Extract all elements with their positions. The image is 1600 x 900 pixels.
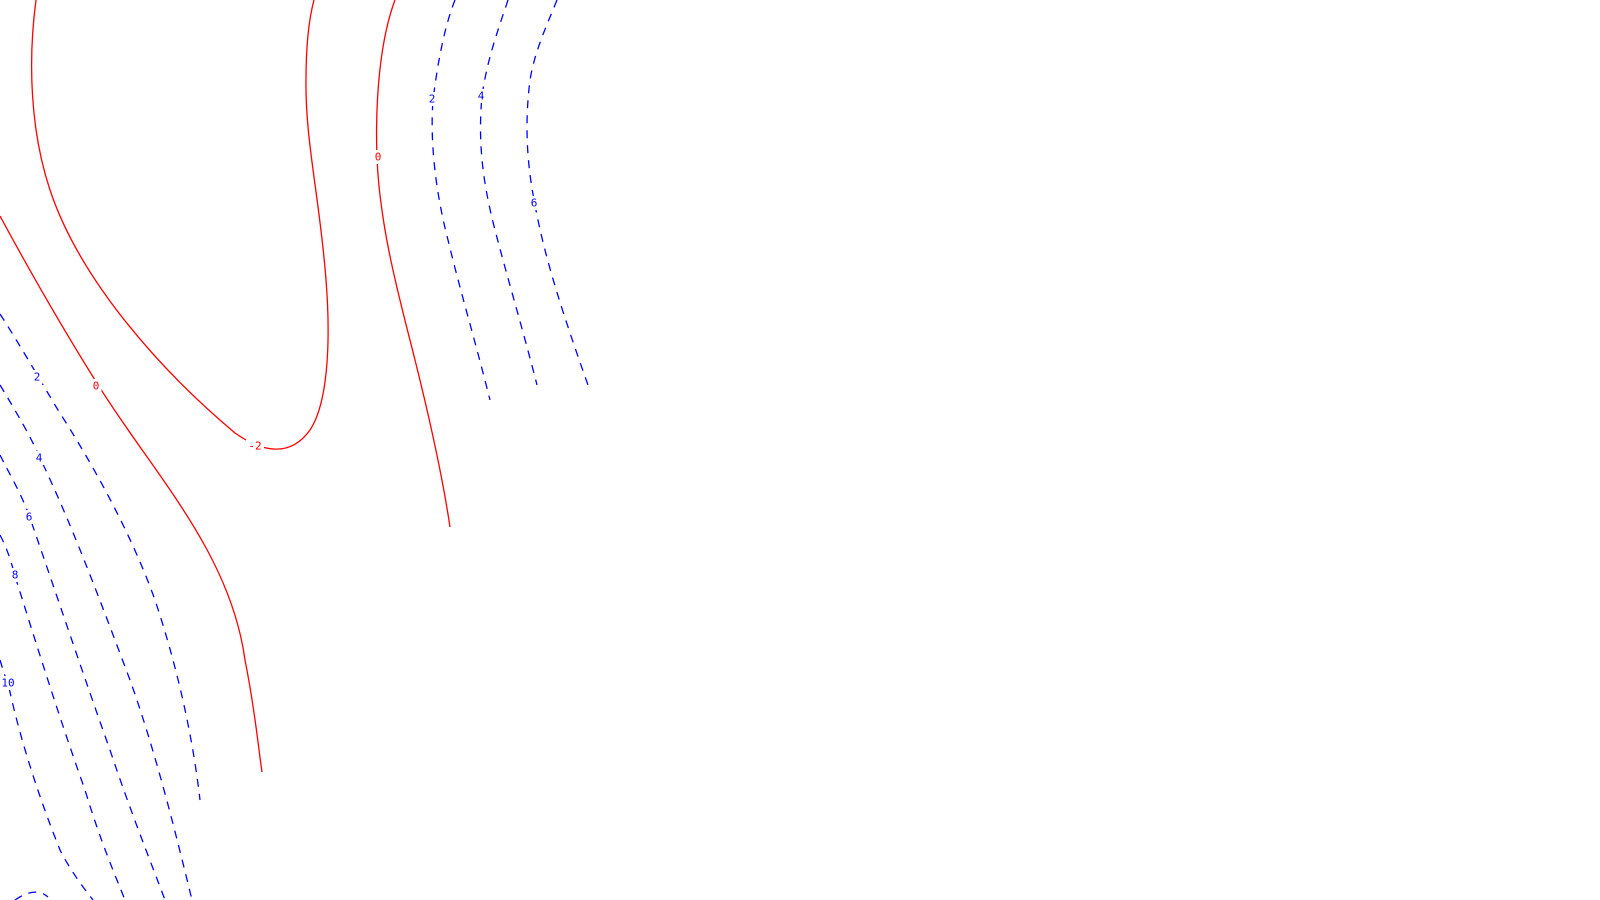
contour-line-level-neg2 [30,0,329,450]
contour-line-level-6 [526,0,589,386]
contour-line-level-4 [479,0,538,386]
contour-label-background [23,510,35,524]
contour-label: 10 [1,677,14,690]
contour-label-background [33,451,45,465]
contour-label: 8 [12,569,19,582]
contour-label-background [528,196,540,210]
contour-label-background [246,439,264,453]
contour-line-fragment [14,891,49,900]
contour-line-level-10 [0,659,94,900]
contour-line-level-8 [0,534,126,900]
contour-label: 0 [93,380,100,393]
contour-label: 6 [26,511,33,524]
contour-line-level-0 [375,0,451,528]
contour-label: -2 [248,440,261,453]
contour-lines [0,0,589,900]
contour-line-level-2 [0,313,201,801]
contour-label: 2 [429,93,436,106]
contour-label-background [9,568,21,582]
contour-labels: 0 -2 0 2 4 6 2 4 6 8 10 [0,89,540,690]
contour-line-level-0 [0,215,263,773]
contour-label-background [426,92,438,106]
contour-label: 4 [478,90,485,103]
contour-label: 0 [375,151,382,164]
contour-line-level-2 [431,0,491,401]
contour-label-background [31,370,43,384]
contour-label-background [372,150,384,164]
contour-label: 2 [34,371,41,384]
contour-line-level-6 [0,454,166,900]
contour-label-background [0,676,17,690]
contour-label-background [90,379,102,393]
contour-label: 4 [36,452,43,465]
contour-label: 6 [531,197,538,210]
contour-label-background [475,89,487,103]
contour-line-level-4 [0,384,193,900]
